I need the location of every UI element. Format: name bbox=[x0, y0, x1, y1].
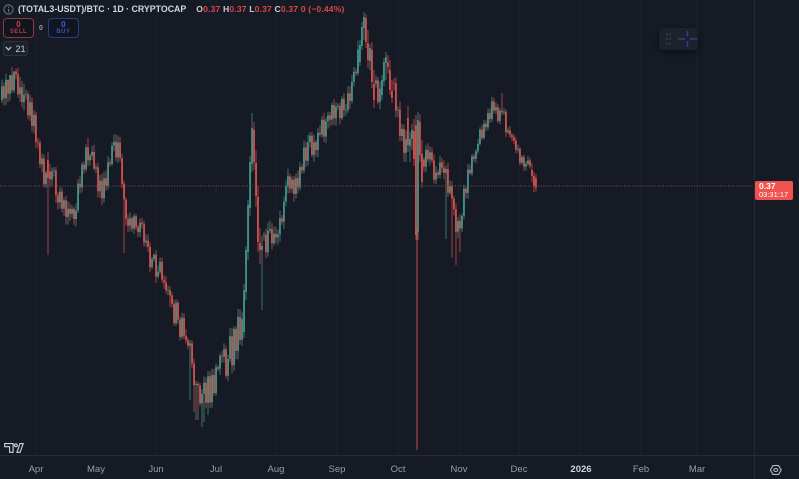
svg-text:May: May bbox=[87, 464, 105, 475]
svg-text:Nov: Nov bbox=[451, 464, 468, 475]
svg-text:Dec: Dec bbox=[511, 464, 528, 475]
svg-text:2026: 2026 bbox=[570, 464, 591, 475]
svg-text:Aug: Aug bbox=[268, 464, 285, 475]
svg-text:Feb: Feb bbox=[633, 464, 649, 475]
svg-text:Jul: Jul bbox=[210, 464, 222, 475]
svg-text:Jun: Jun bbox=[148, 464, 163, 475]
svg-text:Mar: Mar bbox=[689, 464, 705, 475]
svg-text:Oct: Oct bbox=[391, 464, 406, 475]
svg-text:Sep: Sep bbox=[329, 464, 346, 475]
svg-text:Apr: Apr bbox=[29, 464, 44, 475]
